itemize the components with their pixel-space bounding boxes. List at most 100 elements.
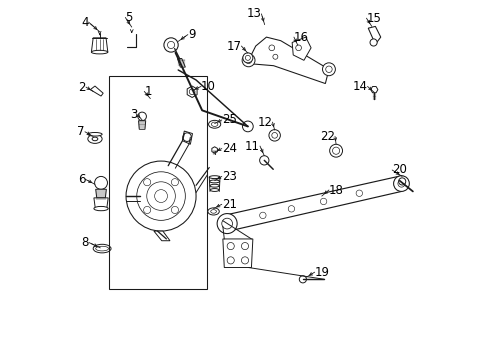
Text: 3: 3 bbox=[130, 108, 138, 121]
Circle shape bbox=[242, 54, 255, 67]
Circle shape bbox=[164, 38, 178, 52]
Polygon shape bbox=[212, 147, 218, 153]
Ellipse shape bbox=[210, 180, 220, 183]
Ellipse shape bbox=[88, 134, 102, 143]
Polygon shape bbox=[368, 26, 381, 44]
Polygon shape bbox=[227, 176, 401, 231]
Ellipse shape bbox=[209, 120, 221, 128]
Circle shape bbox=[189, 89, 195, 95]
Ellipse shape bbox=[208, 208, 220, 215]
Circle shape bbox=[155, 190, 168, 203]
Circle shape bbox=[393, 176, 409, 192]
Polygon shape bbox=[187, 86, 197, 98]
Circle shape bbox=[260, 212, 266, 219]
Text: 5: 5 bbox=[125, 11, 133, 24]
Circle shape bbox=[147, 182, 175, 210]
Circle shape bbox=[222, 218, 232, 229]
Polygon shape bbox=[92, 38, 108, 52]
Circle shape bbox=[288, 206, 294, 212]
Circle shape bbox=[144, 206, 151, 213]
Circle shape bbox=[398, 178, 406, 185]
Circle shape bbox=[260, 156, 269, 165]
Circle shape bbox=[242, 243, 248, 249]
Text: 12: 12 bbox=[258, 116, 272, 129]
Text: 15: 15 bbox=[367, 12, 381, 25]
Circle shape bbox=[137, 172, 185, 220]
Text: 22: 22 bbox=[320, 130, 335, 143]
Text: 21: 21 bbox=[222, 198, 237, 211]
Text: 1: 1 bbox=[144, 85, 152, 98]
Polygon shape bbox=[371, 86, 378, 93]
Circle shape bbox=[330, 144, 343, 157]
Circle shape bbox=[245, 55, 250, 60]
Circle shape bbox=[272, 132, 277, 138]
Text: 18: 18 bbox=[329, 184, 344, 197]
Ellipse shape bbox=[92, 50, 108, 54]
Circle shape bbox=[243, 121, 253, 132]
Ellipse shape bbox=[94, 206, 108, 211]
Polygon shape bbox=[96, 189, 106, 198]
Circle shape bbox=[299, 276, 306, 283]
Text: 11: 11 bbox=[245, 140, 260, 153]
Circle shape bbox=[398, 180, 405, 187]
Polygon shape bbox=[94, 198, 108, 208]
Text: 13: 13 bbox=[246, 8, 262, 21]
Polygon shape bbox=[248, 37, 329, 84]
Polygon shape bbox=[182, 131, 193, 144]
Circle shape bbox=[269, 45, 275, 51]
Polygon shape bbox=[154, 231, 170, 241]
Circle shape bbox=[370, 39, 377, 46]
Text: 9: 9 bbox=[188, 28, 196, 41]
Text: 7: 7 bbox=[77, 125, 85, 138]
Text: 23: 23 bbox=[222, 170, 237, 183]
Text: 4: 4 bbox=[81, 15, 89, 28]
Circle shape bbox=[356, 190, 363, 197]
Ellipse shape bbox=[209, 176, 220, 179]
Circle shape bbox=[144, 179, 151, 186]
Circle shape bbox=[243, 53, 253, 63]
Ellipse shape bbox=[88, 132, 102, 136]
Text: 6: 6 bbox=[78, 173, 85, 186]
Circle shape bbox=[227, 243, 234, 249]
Text: 16: 16 bbox=[294, 31, 309, 44]
Circle shape bbox=[242, 257, 248, 264]
Circle shape bbox=[217, 213, 237, 234]
Circle shape bbox=[320, 198, 327, 205]
Ellipse shape bbox=[211, 210, 217, 213]
Circle shape bbox=[138, 112, 147, 121]
Circle shape bbox=[227, 257, 234, 264]
Circle shape bbox=[183, 133, 192, 141]
Circle shape bbox=[296, 45, 301, 51]
Circle shape bbox=[95, 176, 107, 189]
Circle shape bbox=[269, 130, 280, 141]
Ellipse shape bbox=[96, 246, 109, 251]
Bar bbox=[109, 76, 207, 289]
Text: 8: 8 bbox=[81, 236, 89, 249]
Circle shape bbox=[273, 54, 278, 59]
Circle shape bbox=[172, 206, 178, 213]
Text: 17: 17 bbox=[226, 40, 242, 53]
Polygon shape bbox=[223, 239, 253, 267]
Circle shape bbox=[326, 66, 332, 72]
Polygon shape bbox=[90, 86, 103, 96]
Ellipse shape bbox=[211, 122, 218, 126]
Polygon shape bbox=[177, 59, 185, 67]
Ellipse shape bbox=[210, 189, 219, 192]
Circle shape bbox=[245, 57, 252, 64]
Ellipse shape bbox=[210, 184, 220, 187]
Text: 10: 10 bbox=[201, 80, 216, 93]
Text: 19: 19 bbox=[315, 266, 330, 279]
Circle shape bbox=[168, 41, 174, 49]
Ellipse shape bbox=[92, 137, 98, 141]
Ellipse shape bbox=[93, 244, 111, 253]
Circle shape bbox=[126, 161, 196, 231]
Text: 2: 2 bbox=[78, 81, 86, 94]
Text: 20: 20 bbox=[392, 163, 407, 176]
Circle shape bbox=[333, 147, 340, 154]
Text: 24: 24 bbox=[222, 142, 237, 155]
Text: 14: 14 bbox=[352, 80, 368, 93]
Polygon shape bbox=[139, 121, 146, 129]
Polygon shape bbox=[292, 37, 311, 60]
Circle shape bbox=[172, 179, 178, 186]
Text: 25: 25 bbox=[222, 113, 237, 126]
